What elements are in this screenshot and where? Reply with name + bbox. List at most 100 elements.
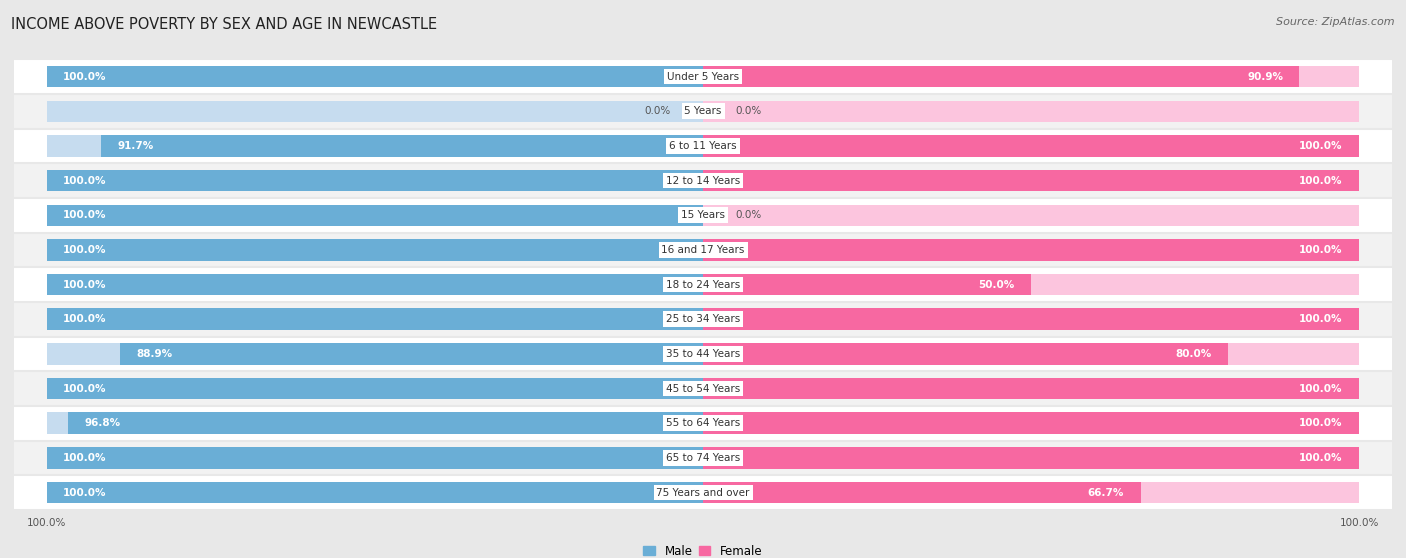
Bar — [703, 66, 1360, 88]
Text: 100.0%: 100.0% — [1299, 383, 1343, 393]
Bar — [46, 204, 703, 226]
Bar — [703, 378, 1360, 400]
Bar — [14, 475, 1392, 510]
Bar — [703, 239, 1360, 261]
Bar — [703, 170, 1360, 191]
Bar — [703, 412, 1360, 434]
Text: 6 to 11 Years: 6 to 11 Years — [669, 141, 737, 151]
Bar — [703, 66, 1299, 88]
Bar — [703, 309, 1360, 330]
Bar — [46, 482, 703, 503]
Text: 100.0%: 100.0% — [1299, 314, 1343, 324]
Bar — [46, 309, 703, 330]
Bar — [46, 274, 703, 295]
Text: 66.7%: 66.7% — [1088, 488, 1125, 498]
Text: 100.0%: 100.0% — [63, 176, 107, 186]
Bar — [703, 378, 1360, 400]
Bar — [703, 343, 1360, 364]
Text: 55 to 64 Years: 55 to 64 Years — [666, 418, 740, 428]
Text: 80.0%: 80.0% — [1175, 349, 1212, 359]
Bar — [14, 336, 1392, 371]
Bar — [46, 135, 703, 157]
Text: 65 to 74 Years: 65 to 74 Years — [666, 453, 740, 463]
Bar — [14, 406, 1392, 441]
Bar — [14, 128, 1392, 163]
Text: 100.0%: 100.0% — [1299, 245, 1343, 255]
Text: 100.0%: 100.0% — [1299, 141, 1343, 151]
Text: 16 and 17 Years: 16 and 17 Years — [661, 245, 745, 255]
Bar — [703, 412, 1360, 434]
Bar — [14, 441, 1392, 475]
Bar — [46, 239, 703, 261]
Text: 100.0%: 100.0% — [63, 245, 107, 255]
Bar — [703, 170, 1360, 191]
Bar — [46, 170, 703, 191]
Text: 0.0%: 0.0% — [735, 210, 762, 220]
Bar — [46, 100, 703, 122]
Bar — [703, 135, 1360, 157]
Bar — [703, 447, 1360, 469]
Bar — [46, 447, 703, 469]
Bar — [14, 267, 1392, 302]
Text: 100.0%: 100.0% — [63, 383, 107, 393]
Text: 100.0%: 100.0% — [63, 314, 107, 324]
Text: 100.0%: 100.0% — [1299, 418, 1343, 428]
Bar — [46, 66, 703, 88]
Bar — [703, 239, 1360, 261]
Bar — [703, 100, 1360, 122]
Bar — [703, 447, 1360, 469]
Text: 12 to 14 Years: 12 to 14 Years — [666, 176, 740, 186]
Legend: Male, Female: Male, Female — [638, 540, 768, 558]
Bar — [46, 378, 703, 400]
Text: 15 Years: 15 Years — [681, 210, 725, 220]
Text: 88.9%: 88.9% — [136, 349, 172, 359]
Bar — [46, 170, 703, 191]
Text: 100.0%: 100.0% — [1299, 453, 1343, 463]
Bar — [14, 59, 1392, 94]
Bar — [46, 274, 703, 295]
Bar — [703, 482, 1360, 503]
Bar — [703, 343, 1227, 364]
Text: 90.9%: 90.9% — [1247, 71, 1284, 81]
Bar — [703, 274, 1360, 295]
Bar — [46, 239, 703, 261]
Bar — [14, 198, 1392, 233]
Text: 100.0%: 100.0% — [63, 280, 107, 290]
Bar — [703, 274, 1031, 295]
Text: 0.0%: 0.0% — [644, 106, 671, 116]
Text: 0.0%: 0.0% — [735, 106, 762, 116]
Bar — [14, 233, 1392, 267]
Text: 100.0%: 100.0% — [1299, 176, 1343, 186]
Text: 45 to 54 Years: 45 to 54 Years — [666, 383, 740, 393]
Bar — [14, 163, 1392, 198]
Text: 96.8%: 96.8% — [84, 418, 121, 428]
Bar — [14, 371, 1392, 406]
Bar — [120, 343, 703, 364]
Text: 100.0%: 100.0% — [63, 453, 107, 463]
Bar — [46, 482, 703, 503]
Text: Source: ZipAtlas.com: Source: ZipAtlas.com — [1277, 17, 1395, 27]
Bar — [67, 412, 703, 434]
Bar — [46, 343, 703, 364]
Text: 50.0%: 50.0% — [979, 280, 1015, 290]
Text: 91.7%: 91.7% — [118, 141, 155, 151]
Bar — [703, 309, 1360, 330]
Bar — [46, 204, 703, 226]
Text: 100.0%: 100.0% — [63, 488, 107, 498]
Bar — [14, 302, 1392, 336]
Bar — [703, 135, 1360, 157]
Bar — [46, 309, 703, 330]
Bar — [703, 482, 1140, 503]
Text: INCOME ABOVE POVERTY BY SEX AND AGE IN NEWCASTLE: INCOME ABOVE POVERTY BY SEX AND AGE IN N… — [11, 17, 437, 32]
Text: 25 to 34 Years: 25 to 34 Years — [666, 314, 740, 324]
Text: 100.0%: 100.0% — [63, 71, 107, 81]
Text: 35 to 44 Years: 35 to 44 Years — [666, 349, 740, 359]
Text: 75 Years and over: 75 Years and over — [657, 488, 749, 498]
Text: 5 Years: 5 Years — [685, 106, 721, 116]
Text: Under 5 Years: Under 5 Years — [666, 71, 740, 81]
Bar — [101, 135, 703, 157]
Bar — [46, 412, 703, 434]
Bar — [14, 94, 1392, 128]
Text: 18 to 24 Years: 18 to 24 Years — [666, 280, 740, 290]
Bar — [46, 378, 703, 400]
